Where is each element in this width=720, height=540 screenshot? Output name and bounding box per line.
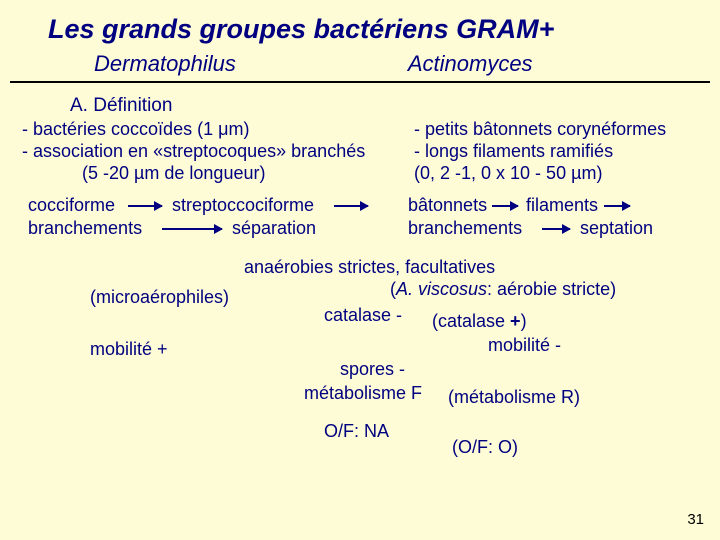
flow-l-cocciforme: cocciforme (28, 195, 115, 216)
mobminus: mobilité - (488, 335, 561, 356)
subhead-left: Dermatophilus (94, 51, 236, 77)
cat-post: ) (521, 311, 527, 331)
catalase-r: (catalase +) (432, 311, 527, 332)
viscosus-it: A. viscosus (396, 279, 487, 299)
defr-l3: (0, 2 -1, 0 x 10 - 50 µm) (414, 163, 666, 185)
cat-plus: + (510, 311, 521, 331)
viscosus: (A. viscosus: aérobie stricte) (390, 279, 616, 300)
arrow-icon (604, 205, 630, 207)
viscosus-post: : aérobie stricte) (487, 279, 616, 299)
arrow-icon (492, 205, 518, 207)
center-block: anaérobies strictes, facultatives (micro… (0, 257, 720, 483)
page-number: 31 (687, 511, 704, 528)
flow-diagrams: cocciforme streptoccociforme branchement… (0, 195, 720, 251)
microaero: (microaérophiles) (90, 287, 229, 308)
ofna: O/F: NA (324, 421, 389, 442)
flow-r-branch: branchements (408, 218, 522, 239)
arrow-icon (162, 228, 222, 230)
flow-r-baton: bâtonnets (408, 195, 487, 216)
def-l1: - bactéries coccoïdes (1 μm) (22, 119, 400, 141)
definition-left: - bactéries coccoïdes (1 μm) - associati… (0, 119, 400, 185)
catalase: catalase - (324, 305, 402, 326)
slide-title: Les grands groupes bactériens GRAM+ (0, 0, 720, 47)
ofo: (O/F: O) (452, 437, 518, 458)
metabF: métabolisme F (304, 383, 422, 404)
arrow-icon (128, 205, 162, 207)
metabR: (métabolisme R) (448, 387, 580, 408)
definition-right: - petits bâtonnets corynéformes - longs … (400, 119, 666, 185)
defr-l1: - petits bâtonnets corynéformes (414, 119, 666, 141)
definition-columns: - bactéries coccoïdes (1 μm) - associati… (0, 117, 720, 185)
flow-l-branch: branchements (28, 218, 142, 239)
flow-r-sept: septation (580, 218, 653, 239)
spores: spores - (340, 359, 405, 380)
arrow-icon (334, 205, 368, 207)
subhead-row: Dermatophilus Actinomyces (0, 47, 720, 79)
defr-l2: - longs filaments ramifiés (414, 141, 666, 163)
mobplus: mobilité + (90, 339, 168, 360)
subhead-right: Actinomyces (408, 51, 533, 77)
flow-l-strepto: streptoccociforme (172, 195, 314, 216)
cat-pre: (catalase (432, 311, 510, 331)
def-l3: (5 -20 µm de longueur) (22, 163, 400, 185)
anaerobies: anaérobies strictes, facultatives (244, 257, 495, 278)
def-l2: - association en «streptocoques» branché… (22, 141, 400, 163)
section-label: A. Définition (0, 83, 720, 117)
arrow-icon (542, 228, 570, 230)
flow-l-sep: séparation (232, 218, 316, 239)
flow-r-fil: filaments (526, 195, 598, 216)
